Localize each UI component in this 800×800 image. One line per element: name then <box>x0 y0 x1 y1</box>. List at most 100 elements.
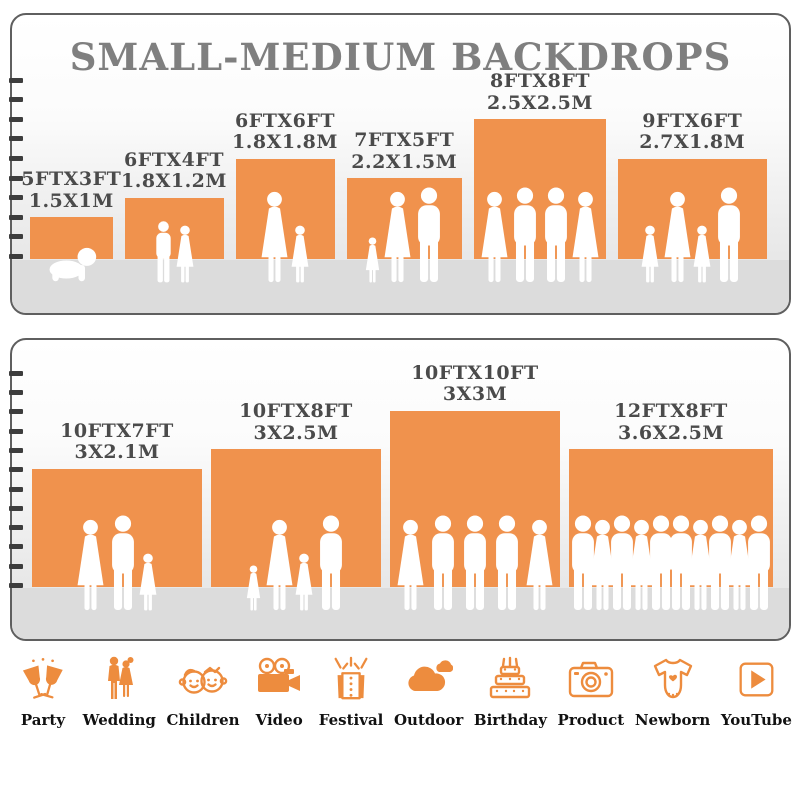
youtube-icon <box>739 662 774 697</box>
backdrop-chart: 12345678910111210FTX7FT3X2.1M10FTX8FT3X2… <box>9 340 789 639</box>
axis-tick-mark <box>9 428 23 434</box>
category-label: Wedding <box>82 711 156 729</box>
size-ft-label: 5FTX3FT <box>21 168 122 191</box>
category-label: Festival <box>318 711 384 729</box>
category-label: Outdoor <box>393 711 464 729</box>
category-outdoor: Outdoor <box>394 655 463 729</box>
size-m-label: 1.8X1.8M <box>232 131 338 153</box>
wedding-icon <box>108 656 134 699</box>
size-m-label: 2.7X1.8M <box>639 131 746 153</box>
backdrop-size-label: 6FTX6FT 1.8X1.8M <box>175 109 395 154</box>
size-m-label: 2.2X1.5M <box>351 150 458 173</box>
axis-tick-mark <box>9 234 23 240</box>
size-ft-label: 10FTX7FT <box>60 419 174 442</box>
page-title: SMALL-MEDIUM BACKDROPS <box>69 35 732 79</box>
person-silhouette-girl <box>291 225 309 283</box>
size-ft-label: 10FTX8FT <box>239 400 353 423</box>
category-newborn: Newborn <box>635 655 710 729</box>
category-row: Party Wedding <box>14 655 792 775</box>
size-m-label: 1.5X1M <box>28 189 114 212</box>
category-label: Video <box>255 711 303 729</box>
axis-tick-mark <box>9 214 23 220</box>
axis-tick-mark <box>9 254 23 259</box>
axis-tick-mark <box>9 467 23 473</box>
person-silhouette-man <box>718 187 741 283</box>
axis-tick-mark <box>9 486 23 492</box>
newborn-icon <box>653 658 692 699</box>
small-medium-panel: SMALL-MEDIUM BACKDROPS 123456789105FTX3F… <box>9 13 791 315</box>
backdrop-size-label: 7FTX5FT 2.2X1.5M <box>294 130 514 173</box>
children-icon <box>178 666 228 694</box>
axis-tick-mark <box>9 370 23 376</box>
person-silhouette-woman <box>526 519 553 611</box>
category-wedding: Wedding <box>83 655 156 729</box>
size-ft-label: 12FTX8FT <box>614 400 728 423</box>
backdrop-size-label: 12FTX8FT 3.6X2.5M <box>561 401 781 444</box>
category-youtube: YouTube <box>721 655 792 729</box>
product-icon <box>568 661 614 698</box>
person-silhouette-woman <box>573 191 599 283</box>
backdrop-bar-9ftx6ft <box>618 158 767 259</box>
size-ft-label: 7FTX5FT <box>354 129 455 152</box>
axis-tick-mark <box>9 563 23 569</box>
backdrop-bar-5ftx3ft <box>30 217 113 259</box>
backdrop-size-label: 8FTX8FT 2.5X2.5M <box>430 71 650 114</box>
party-icon <box>22 658 63 699</box>
category-label: YouTube <box>720 711 792 729</box>
category-children: Children <box>166 655 240 729</box>
category-birthday: Birthday <box>474 655 547 729</box>
size-m-label: 3X3M <box>442 383 508 406</box>
axis-tick-mark <box>9 156 23 161</box>
backdrop-size-label: 9FTX6FT 2.7X1.8M <box>582 109 800 154</box>
category-festival: Festival <box>318 655 384 729</box>
backdrop-size-label: 5FTX3FT 1.5X1M <box>0 169 181 212</box>
backdrop-size-label: 10FTX10FT 3X3M <box>365 361 585 406</box>
backdrop-bar-6ftx4ft <box>124 197 224 259</box>
axis-tick-mark <box>9 97 23 103</box>
axis-tick-mark <box>9 77 23 83</box>
axis-tick-mark <box>9 136 23 142</box>
video-icon <box>258 657 301 692</box>
axis-tick-mark <box>9 116 23 122</box>
size-ft-label: 8FTX8FT <box>490 70 590 93</box>
axis-tick-mark <box>9 583 23 588</box>
large-panel: 12345678910111210FTX7FT3X2.1M10FTX8FT3X2… <box>9 338 791 641</box>
birthday-icon <box>490 656 531 699</box>
size-ft-label: 6FTX4FT <box>124 148 224 171</box>
festival-icon <box>334 656 368 700</box>
person-silhouette-man <box>747 515 770 611</box>
person-silhouette-girl <box>176 225 193 283</box>
backdrop-bar-10ftx8ft <box>211 449 381 587</box>
person-silhouette-man <box>418 187 441 283</box>
size-m-label: 3X2.5M <box>253 421 339 444</box>
size-ft-label: 9FTX6FT <box>642 109 743 132</box>
category-product: Product <box>557 655 625 729</box>
axis-tick-mark <box>9 195 23 201</box>
category-label: Newborn <box>634 711 711 729</box>
category-party: Party <box>14 655 72 729</box>
axis-tick-mark <box>9 447 23 453</box>
axis-tick-mark <box>9 525 23 531</box>
category-label: Product <box>557 711 625 729</box>
axis-tick-mark <box>9 544 23 550</box>
axis-tick-mark <box>9 390 23 395</box>
category-video: Video <box>250 655 308 729</box>
size-m-label: 1.8X1.2M <box>121 170 227 193</box>
backdrop-chart: 123456789105FTX3FT1.5X1M6FTX4FT1.8X1.2M6… <box>9 15 789 313</box>
axis-tick-mark <box>9 409 23 415</box>
backdrop-size-label: 10FTX8FT 3X2.5M <box>186 401 406 444</box>
axis-tick-mark <box>9 505 23 511</box>
size-m-label: 3.6X2.5M <box>618 421 724 444</box>
axis-tick-mark <box>9 175 23 181</box>
category-label: Party <box>20 711 66 729</box>
category-label: Children <box>166 711 240 729</box>
size-m-label: 2.5X2.5M <box>487 91 593 114</box>
size-m-label: 3X2.1M <box>74 441 160 464</box>
category-label: Birthday <box>473 711 547 729</box>
size-ft-label: 6FTX6FT <box>235 109 335 132</box>
size-ft-label: 10FTX10FT <box>411 361 539 384</box>
person-silhouette-man <box>320 515 343 611</box>
person-silhouette-baby <box>49 247 97 282</box>
backdrop-size-label: 6FTX4FT 1.8X1.2M <box>64 148 284 193</box>
backdrop-size-label: 10FTX7FT 3X2.1M <box>7 419 227 464</box>
